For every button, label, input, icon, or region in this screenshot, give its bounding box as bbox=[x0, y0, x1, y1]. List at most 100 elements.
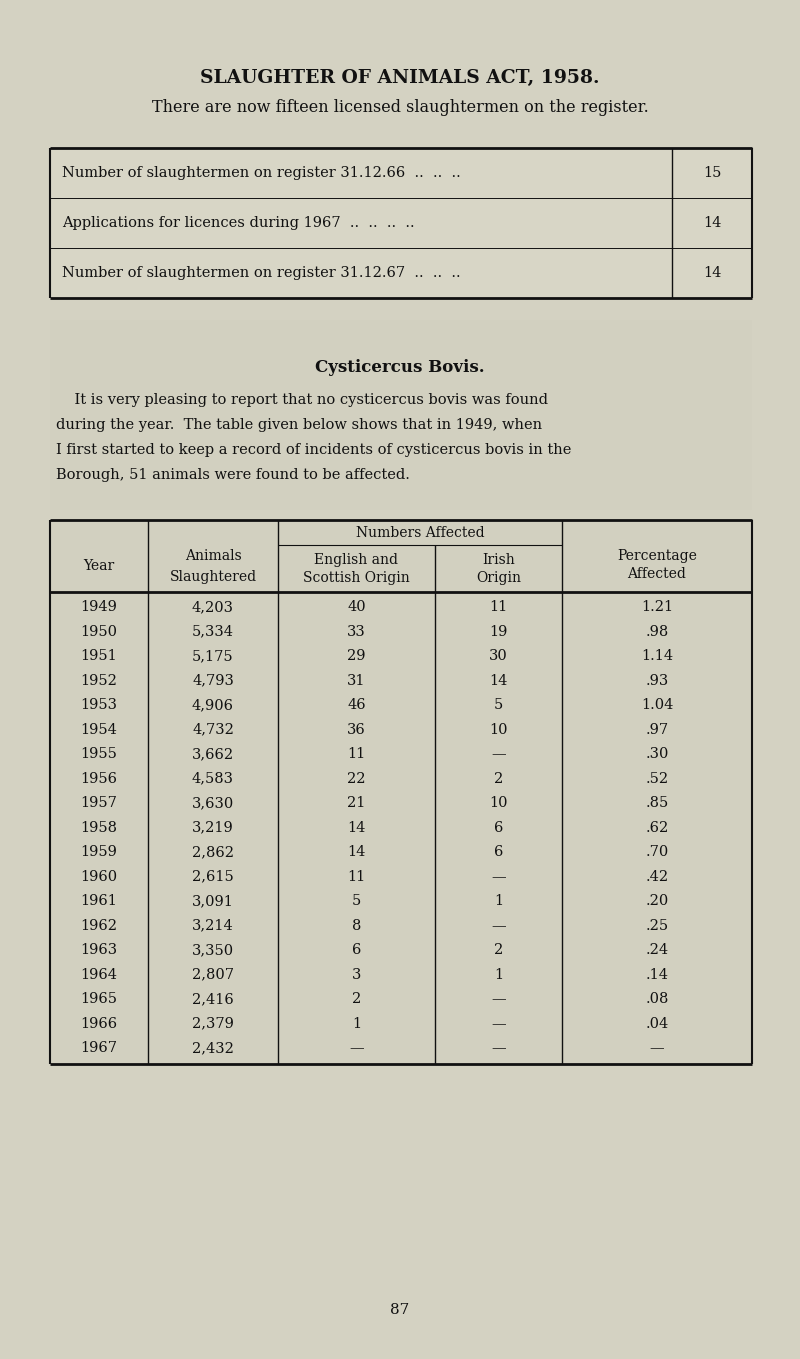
Text: 3,662: 3,662 bbox=[192, 747, 234, 761]
Text: 1962: 1962 bbox=[81, 919, 118, 932]
Text: 30: 30 bbox=[489, 650, 508, 663]
Text: 2,807: 2,807 bbox=[192, 968, 234, 981]
Text: 3,091: 3,091 bbox=[192, 894, 234, 908]
Text: Numbers Affected: Numbers Affected bbox=[356, 526, 484, 540]
Text: 1963: 1963 bbox=[81, 943, 118, 957]
Text: 19: 19 bbox=[490, 625, 508, 639]
Text: 1967: 1967 bbox=[81, 1041, 118, 1055]
Text: 2,615: 2,615 bbox=[192, 870, 234, 883]
Text: 6: 6 bbox=[494, 821, 503, 834]
Text: SLAUGHTER OF ANIMALS ACT, 1958.: SLAUGHTER OF ANIMALS ACT, 1958. bbox=[200, 69, 600, 87]
Text: Year: Year bbox=[83, 559, 114, 573]
Text: 2,432: 2,432 bbox=[192, 1041, 234, 1055]
Text: 1.14: 1.14 bbox=[641, 650, 673, 663]
Text: 8: 8 bbox=[352, 919, 361, 932]
Text: 1955: 1955 bbox=[81, 747, 118, 761]
Text: 2: 2 bbox=[494, 772, 503, 786]
Text: 29: 29 bbox=[347, 650, 366, 663]
Text: Origin: Origin bbox=[476, 571, 521, 584]
Bar bbox=[50, 520, 752, 593]
Text: 2,416: 2,416 bbox=[192, 992, 234, 1006]
Text: —: — bbox=[491, 992, 506, 1006]
Text: .08: .08 bbox=[646, 992, 669, 1006]
Text: Applications for licences during 1967  ..  ..  ..  ..: Applications for licences during 1967 ..… bbox=[62, 216, 414, 230]
Text: 1950: 1950 bbox=[81, 625, 118, 639]
Text: 4,583: 4,583 bbox=[192, 772, 234, 786]
Text: 1966: 1966 bbox=[81, 1017, 118, 1030]
Text: Percentage: Percentage bbox=[617, 549, 697, 563]
Text: .04: .04 bbox=[646, 1017, 669, 1030]
Text: 36: 36 bbox=[347, 723, 366, 737]
Text: 87: 87 bbox=[390, 1303, 410, 1317]
Text: 6: 6 bbox=[494, 845, 503, 859]
Text: 1952: 1952 bbox=[81, 674, 118, 688]
Text: 2,379: 2,379 bbox=[192, 1017, 234, 1030]
Text: 14: 14 bbox=[347, 845, 366, 859]
Text: 5,334: 5,334 bbox=[192, 625, 234, 639]
Text: during the year.  The table given below shows that in 1949, when: during the year. The table given below s… bbox=[56, 419, 542, 432]
Text: 1953: 1953 bbox=[81, 699, 118, 712]
Text: It is very pleasing to report that no cysticercus bovis was found: It is very pleasing to report that no cy… bbox=[56, 393, 548, 406]
Text: —: — bbox=[491, 1017, 506, 1030]
Bar bbox=[50, 319, 752, 510]
Text: There are now fifteen licensed slaughtermen on the register.: There are now fifteen licensed slaughter… bbox=[152, 99, 648, 117]
Text: 3,630: 3,630 bbox=[192, 796, 234, 810]
Text: .14: .14 bbox=[646, 968, 669, 981]
Text: Number of slaughtermen on register 31.12.66  ..  ..  ..: Number of slaughtermen on register 31.12… bbox=[62, 166, 461, 179]
Text: 3,214: 3,214 bbox=[192, 919, 234, 932]
Text: 6: 6 bbox=[352, 943, 361, 957]
Text: 14: 14 bbox=[703, 216, 721, 230]
Text: 1957: 1957 bbox=[81, 796, 118, 810]
Text: 1.04: 1.04 bbox=[641, 699, 673, 712]
Text: 14: 14 bbox=[703, 266, 721, 280]
Text: .62: .62 bbox=[646, 821, 669, 834]
Text: .20: .20 bbox=[646, 894, 669, 908]
Text: Number of slaughtermen on register 31.12.67  ..  ..  ..: Number of slaughtermen on register 31.12… bbox=[62, 266, 461, 280]
Text: —: — bbox=[491, 870, 506, 883]
Text: 3,350: 3,350 bbox=[192, 943, 234, 957]
Text: 4,906: 4,906 bbox=[192, 699, 234, 712]
Text: 1: 1 bbox=[494, 894, 503, 908]
Text: —: — bbox=[491, 747, 506, 761]
Text: .42: .42 bbox=[646, 870, 669, 883]
Text: 1: 1 bbox=[494, 968, 503, 981]
Text: 2: 2 bbox=[352, 992, 361, 1006]
Text: 40: 40 bbox=[347, 601, 366, 614]
Text: 21: 21 bbox=[347, 796, 366, 810]
Text: 1.21: 1.21 bbox=[641, 601, 673, 614]
Text: 4,203: 4,203 bbox=[192, 601, 234, 614]
Text: Slaughtered: Slaughtered bbox=[170, 569, 257, 584]
Text: Affected: Affected bbox=[627, 567, 686, 582]
Text: .52: .52 bbox=[646, 772, 669, 786]
Text: 14: 14 bbox=[490, 674, 508, 688]
Text: 14: 14 bbox=[347, 821, 366, 834]
Text: 1964: 1964 bbox=[81, 968, 118, 981]
Text: 5,175: 5,175 bbox=[192, 650, 234, 663]
Text: English and: English and bbox=[314, 553, 398, 567]
Text: 33: 33 bbox=[347, 625, 366, 639]
Text: 1960: 1960 bbox=[81, 870, 118, 883]
Text: 1961: 1961 bbox=[81, 894, 118, 908]
Text: Borough, 51 animals were found to be affected.: Borough, 51 animals were found to be aff… bbox=[56, 467, 410, 482]
Text: 11: 11 bbox=[347, 747, 366, 761]
Text: 1958: 1958 bbox=[81, 821, 118, 834]
Text: 11: 11 bbox=[347, 870, 366, 883]
Text: I first started to keep a record of incidents of cysticercus bovis in the: I first started to keep a record of inci… bbox=[56, 443, 571, 457]
Text: .25: .25 bbox=[646, 919, 669, 932]
Bar bbox=[50, 148, 752, 298]
Text: —: — bbox=[650, 1041, 664, 1055]
Text: Scottish Origin: Scottish Origin bbox=[303, 571, 410, 584]
Text: 4,732: 4,732 bbox=[192, 723, 234, 737]
Text: .30: .30 bbox=[646, 747, 669, 761]
Text: 46: 46 bbox=[347, 699, 366, 712]
Text: 15: 15 bbox=[703, 166, 721, 179]
Text: 2,862: 2,862 bbox=[192, 845, 234, 859]
Text: .85: .85 bbox=[646, 796, 669, 810]
Text: 3: 3 bbox=[352, 968, 361, 981]
Text: 1956: 1956 bbox=[81, 772, 118, 786]
Text: .70: .70 bbox=[646, 845, 669, 859]
Text: 10: 10 bbox=[490, 796, 508, 810]
Text: —: — bbox=[491, 1041, 506, 1055]
Text: 1965: 1965 bbox=[81, 992, 118, 1006]
Text: .93: .93 bbox=[646, 674, 669, 688]
